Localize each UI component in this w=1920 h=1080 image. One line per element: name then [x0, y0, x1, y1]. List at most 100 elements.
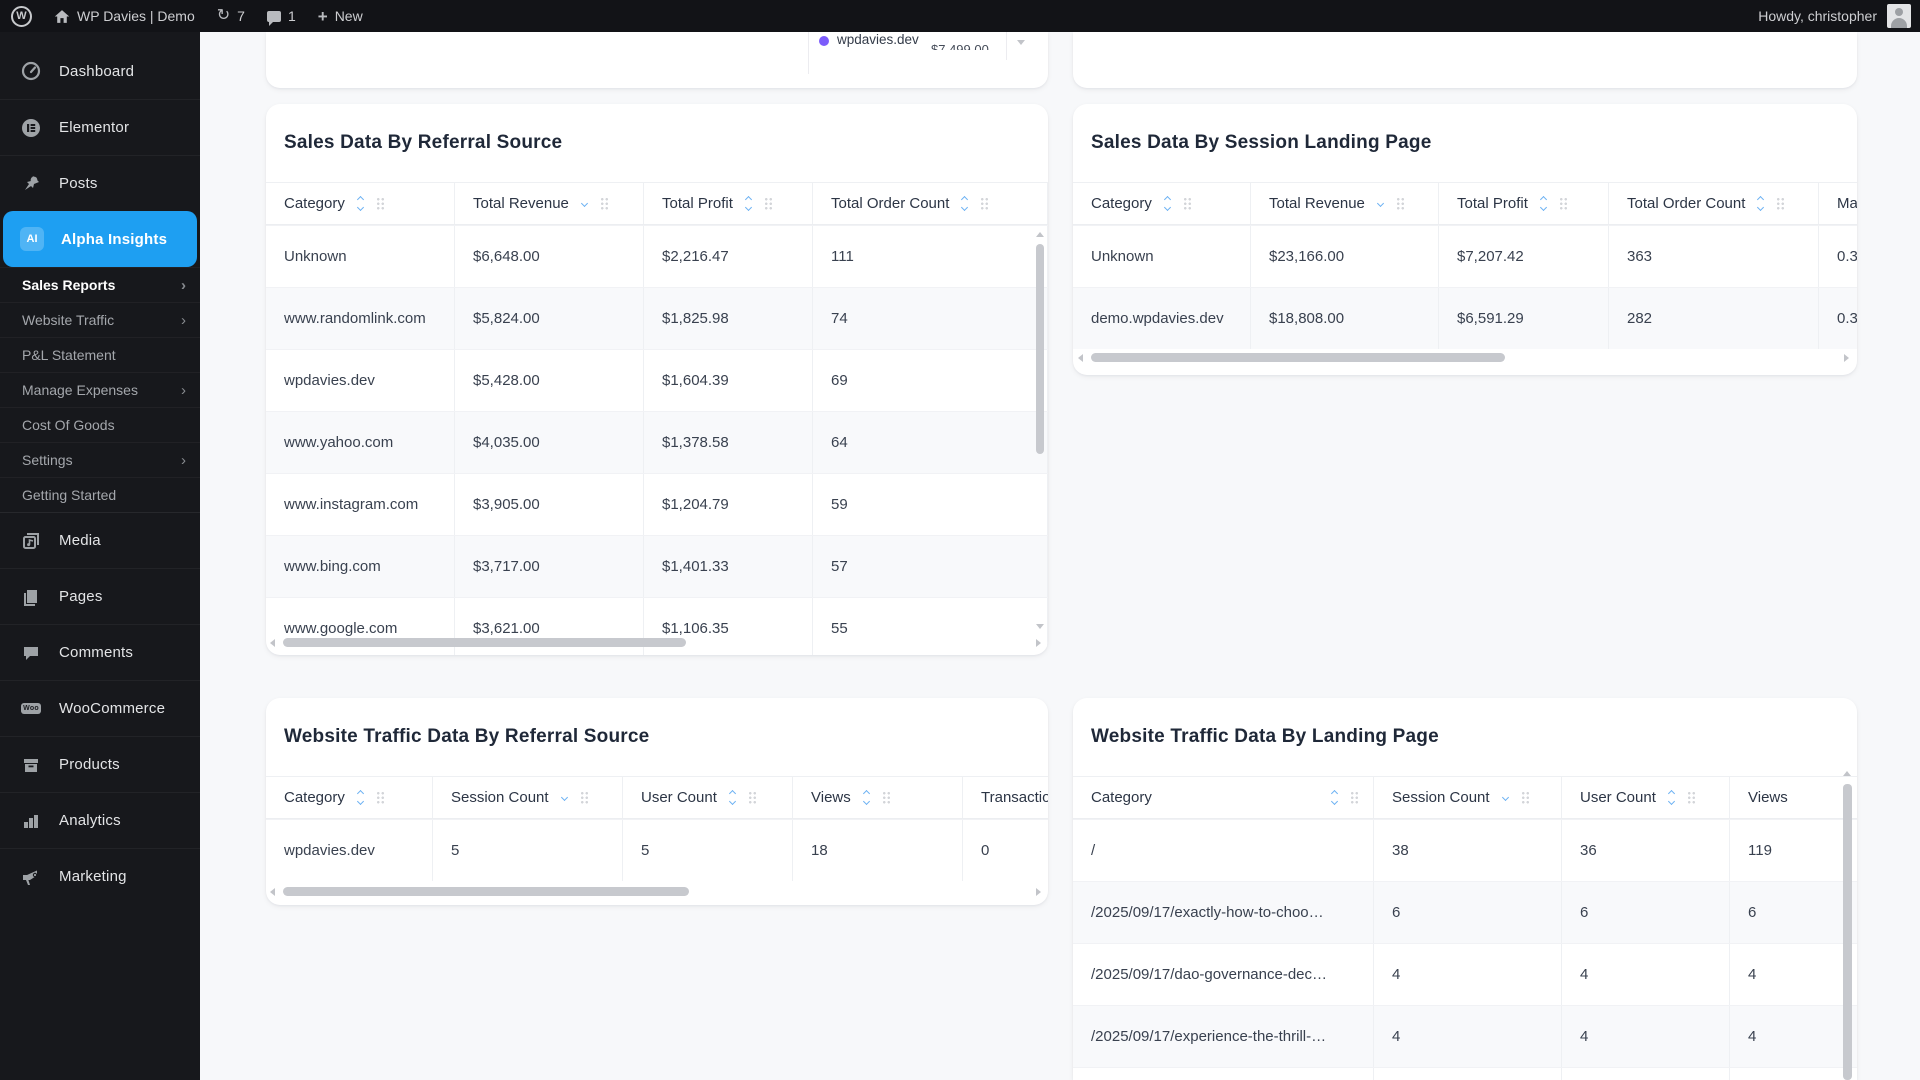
- sort-both-icon[interactable]: [1163, 195, 1171, 212]
- sort-both-icon[interactable]: [1539, 195, 1547, 212]
- submenu-manage-expenses[interactable]: Manage Expenses ›: [0, 372, 200, 407]
- sidebar-item-woocommerce[interactable]: Woo WooCommerce: [0, 680, 200, 736]
- scroll-left-arrow[interactable]: [1078, 354, 1083, 362]
- updates-menu[interactable]: ↻ 7: [206, 0, 256, 32]
- sort-desc-icon[interactable]: [1501, 793, 1509, 802]
- table-row: www.yahoo.com $4,035.00 $1,378.58 64: [266, 411, 1048, 473]
- comments-count: 1: [287, 8, 296, 24]
- scroll-up-arrow[interactable]: [1036, 232, 1044, 237]
- drag-handle-icon[interactable]: [1395, 197, 1405, 210]
- table-header-row: Category Total Revenue Total Profit Tota…: [266, 182, 1048, 225]
- submenu-cost-of-goods[interactable]: Cost Of Goods: [0, 407, 200, 442]
- legend-value-clipped: $7,499.00: [931, 43, 1007, 50]
- chevron-down-icon[interactable]: [1017, 40, 1025, 45]
- sidebar-item-dashboard[interactable]: Dashboard: [0, 43, 200, 99]
- vertical-scrollbar[interactable]: [1036, 244, 1044, 454]
- column-header-session-count[interactable]: Session Count: [433, 777, 623, 818]
- drag-handle-icon[interactable]: [1558, 197, 1568, 210]
- legend-divider: [1006, 32, 1007, 60]
- drag-handle-icon[interactable]: [375, 197, 385, 210]
- sidebar-item-alpha-insights[interactable]: AI Alpha Insights: [3, 211, 197, 267]
- sort-desc-icon[interactable]: [560, 793, 568, 802]
- chevron-right-icon: ›: [181, 451, 186, 469]
- drag-handle-icon[interactable]: [980, 197, 990, 210]
- comments-menu[interactable]: 1: [256, 0, 307, 32]
- column-header-views[interactable]: Views: [1748, 789, 1788, 806]
- scroll-down-arrow[interactable]: [1036, 624, 1044, 629]
- drag-handle-icon[interactable]: [375, 791, 385, 804]
- drag-handle-icon[interactable]: [1776, 197, 1786, 210]
- horizontal-scrollbar[interactable]: [283, 638, 686, 647]
- sidebar-item-marketing[interactable]: Marketing: [0, 848, 200, 904]
- drag-handle-icon[interactable]: [599, 197, 609, 210]
- column-header-total-revenue[interactable]: Total Revenue: [455, 183, 644, 224]
- sort-both-icon[interactable]: [356, 789, 364, 806]
- column-header-views[interactable]: Views: [793, 777, 963, 818]
- column-header-total-profit[interactable]: Total Profit: [644, 183, 813, 224]
- sidebar-item-posts[interactable]: Posts: [0, 155, 200, 211]
- sidebar-item-pages[interactable]: Pages: [0, 568, 200, 624]
- column-header-category[interactable]: Category: [1073, 777, 1374, 818]
- submenu-sales-reports[interactable]: Sales Reports ›: [0, 267, 200, 302]
- sort-both-icon[interactable]: [1667, 789, 1675, 806]
- column-header-total-order-count[interactable]: Total Order Count: [813, 183, 1048, 224]
- site-link[interactable]: WP Davies | Demo: [43, 0, 206, 32]
- chart-card-right-partial: [1073, 32, 1857, 88]
- submenu-settings[interactable]: Settings ›: [0, 442, 200, 477]
- wordpress-logo-menu[interactable]: W: [0, 0, 43, 32]
- pushpin-icon: [20, 174, 42, 194]
- drag-handle-icon[interactable]: [763, 197, 773, 210]
- sort-both-icon[interactable]: [862, 789, 870, 806]
- scroll-right-arrow[interactable]: [1036, 639, 1041, 647]
- howdy-text[interactable]: Howdy, christopher: [1758, 8, 1877, 24]
- sidebar-item-elementor[interactable]: Elementor: [0, 99, 200, 155]
- column-header-total-revenue[interactable]: Total Revenue: [1251, 183, 1439, 224]
- submenu-getting-started[interactable]: Getting Started: [0, 477, 200, 512]
- drag-handle-icon[interactable]: [1350, 791, 1359, 804]
- vertical-scrollbar[interactable]: [1843, 784, 1852, 1080]
- new-content-menu[interactable]: + New: [307, 0, 374, 32]
- column-header-transactions-clipped[interactable]: Transactions: [963, 777, 1048, 818]
- drag-handle-icon[interactable]: [881, 791, 891, 804]
- table-row: /2025/09/17/dao-governance-dec… 4 4 4: [1073, 943, 1857, 1005]
- submenu-pl-statement[interactable]: P&L Statement: [0, 337, 200, 372]
- drag-handle-icon[interactable]: [1686, 791, 1696, 804]
- column-header-user-count[interactable]: User Count: [623, 777, 793, 818]
- table-row: / 38 36 119: [1073, 819, 1857, 881]
- drag-handle-icon[interactable]: [579, 791, 589, 804]
- column-header-category[interactable]: Category: [1073, 183, 1251, 224]
- sidebar-item-products[interactable]: Products: [0, 736, 200, 792]
- column-header-margin-clipped[interactable]: Margin: [1819, 183, 1857, 224]
- sidebar-item-media[interactable]: Media: [0, 512, 200, 568]
- sort-both-icon[interactable]: [728, 789, 736, 806]
- scroll-right-arrow[interactable]: [1036, 888, 1041, 896]
- column-header-total-profit[interactable]: Total Profit: [1439, 183, 1609, 224]
- drag-handle-icon[interactable]: [1520, 791, 1530, 804]
- sort-desc-icon[interactable]: [1376, 199, 1384, 208]
- drag-handle-icon[interactable]: [747, 791, 757, 804]
- sort-both-icon[interactable]: [356, 195, 364, 212]
- user-avatar[interactable]: [1887, 4, 1911, 28]
- sidebar-item-analytics[interactable]: Analytics: [0, 792, 200, 848]
- sort-desc-icon[interactable]: [580, 199, 588, 208]
- column-header-category[interactable]: Category: [266, 777, 433, 818]
- sort-both-icon[interactable]: [961, 195, 969, 212]
- column-header-user-count[interactable]: User Count: [1562, 777, 1730, 818]
- column-header-session-count[interactable]: Session Count: [1374, 777, 1562, 818]
- scroll-left-arrow[interactable]: [270, 888, 275, 896]
- sort-both-icon[interactable]: [1330, 789, 1339, 806]
- column-header-total-order-count[interactable]: Total Order Count: [1609, 183, 1819, 224]
- sort-both-icon[interactable]: [1757, 195, 1765, 212]
- submenu-website-traffic[interactable]: Website Traffic ›: [0, 302, 200, 337]
- scroll-right-arrow[interactable]: [1844, 354, 1849, 362]
- column-header-category[interactable]: Category: [266, 183, 455, 224]
- woocommerce-icon: Woo: [21, 703, 41, 714]
- scroll-left-arrow[interactable]: [270, 639, 275, 647]
- sort-both-icon[interactable]: [744, 195, 752, 212]
- drag-handle-icon[interactable]: [1182, 197, 1192, 210]
- horizontal-scrollbar[interactable]: [1091, 353, 1505, 362]
- scroll-up-arrow[interactable]: [1843, 771, 1851, 776]
- sidebar-item-comments[interactable]: Comments: [0, 624, 200, 680]
- horizontal-scrollbar[interactable]: [283, 887, 689, 896]
